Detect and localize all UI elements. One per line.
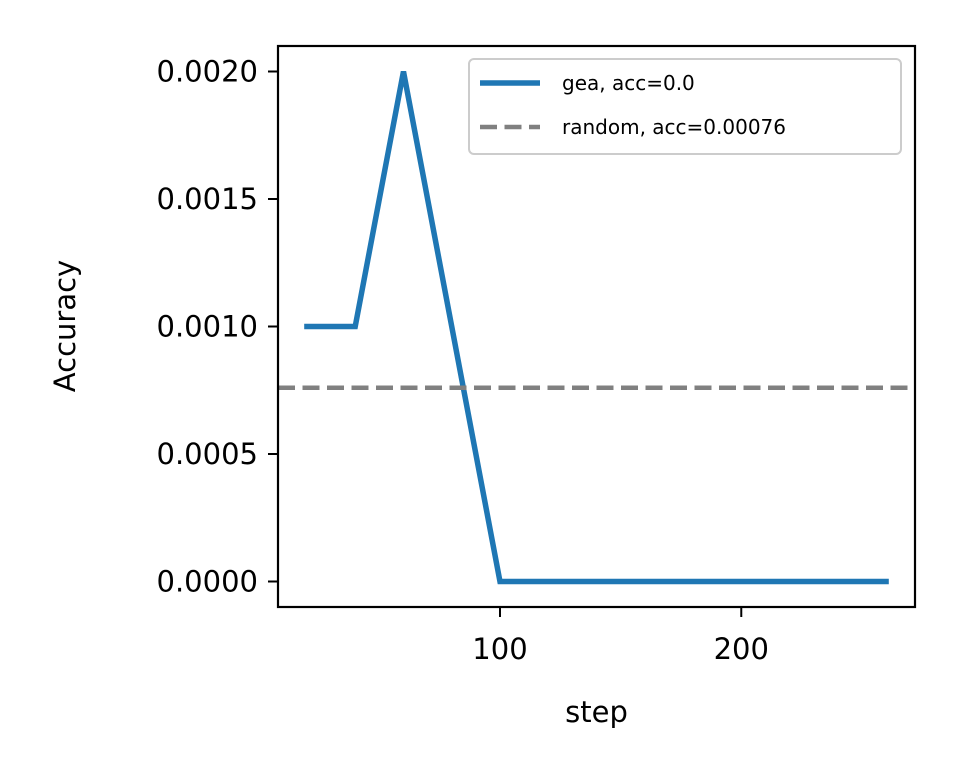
plot-area <box>278 70 915 585</box>
x-axis: 100 200 <box>472 607 769 666</box>
series-gea-line <box>304 70 889 585</box>
y-tick-label: 0.0000 <box>157 565 258 599</box>
x-tick-label: 200 <box>714 632 769 666</box>
x-tick-label: 100 <box>472 632 527 666</box>
legend-box <box>468 58 902 155</box>
y-axis: 0.0000 0.0005 0.0010 0.0015 0.0020 <box>157 55 278 599</box>
legend: gea, acc=0.0 random, acc=0.00076 <box>468 58 902 155</box>
y-axis-title: Accuracy <box>48 260 82 392</box>
y-tick-label: 0.0010 <box>157 310 258 344</box>
y-tick-label: 0.0015 <box>157 182 258 216</box>
y-tick-label: 0.0005 <box>157 437 258 471</box>
y-tick-label: 0.0020 <box>157 55 258 89</box>
legend-label: gea, acc=0.0 <box>562 71 695 95</box>
legend-label: random, acc=0.00076 <box>562 115 786 139</box>
x-axis-title: step <box>565 695 628 729</box>
